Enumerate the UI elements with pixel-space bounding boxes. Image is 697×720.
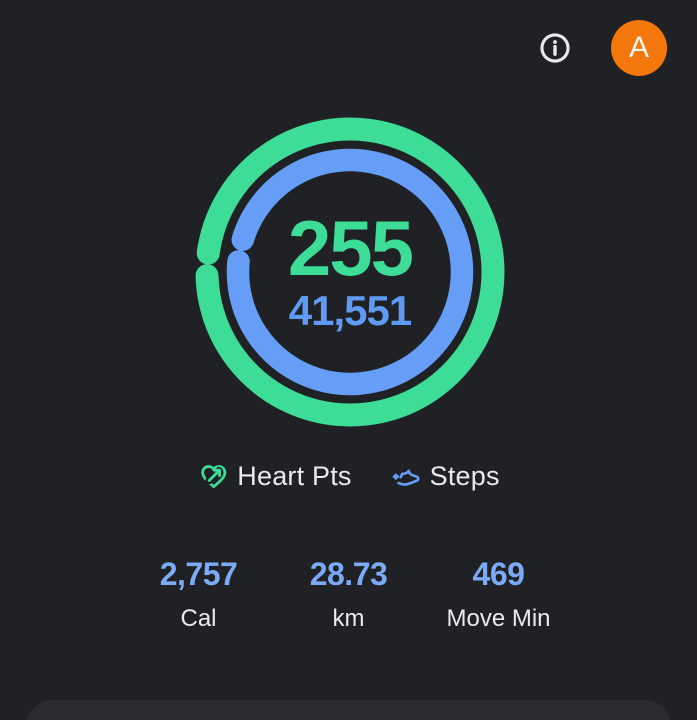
heart-points-label: Heart Pts: [237, 461, 352, 491]
heart-points-value: 255: [287, 204, 414, 293]
distance-value: 28.73: [309, 556, 388, 592]
rings-legend: Heart Pts Steps: [0, 460, 697, 493]
bottom-card[interactable]: [26, 700, 671, 720]
avatar-initial: A: [628, 31, 649, 64]
daily-stats-row: 2,757 Cal 28.73 km 469 Move Min: [0, 556, 697, 633]
stat-distance[interactable]: 28.73 km: [274, 556, 424, 633]
move-min-label: Move Min: [446, 604, 551, 632]
calories-label: Cal: [180, 604, 217, 632]
steps-ring: [226, 148, 474, 396]
heart-points-ring: [195, 117, 505, 427]
info-icon: [540, 33, 570, 63]
stat-calories[interactable]: 2,757 Cal: [124, 556, 274, 633]
account-avatar[interactable]: A: [611, 20, 667, 76]
header: A: [0, 0, 697, 96]
legend-steps: Steps: [390, 460, 500, 493]
steps-shoe-icon: [392, 469, 420, 486]
move-min-value: 469: [472, 556, 525, 592]
steps-label: Steps: [429, 461, 500, 491]
ring-center-values: 255 41,551: [180, 102, 520, 442]
rings-graphic: [195, 117, 505, 427]
activity-rings[interactable]: 255 41,551: [180, 102, 520, 442]
steps-value: 41,551: [288, 286, 412, 334]
legend-heart-points: Heart Pts: [197, 460, 351, 493]
calories-value: 2,757: [159, 556, 238, 592]
distance-label: km: [332, 604, 365, 632]
stat-move-minutes[interactable]: 469 Move Min: [424, 556, 574, 633]
heart-points-icon: [201, 465, 227, 489]
info-button[interactable]: [536, 29, 574, 67]
